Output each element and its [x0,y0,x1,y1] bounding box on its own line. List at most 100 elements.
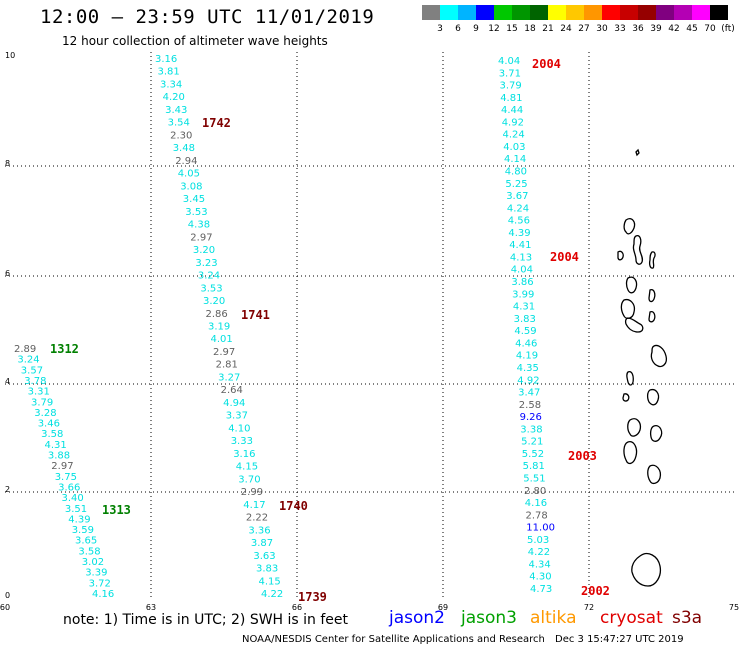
swh-value: 4.03 [503,142,525,153]
swh-value: 3.16 [233,449,255,460]
swh-value: 4.39 [508,228,530,239]
pass-time-label: 2004 [532,57,561,71]
swh-value: 3.72 [89,578,111,589]
swh-value: 3.57 [21,365,43,376]
swh-value: 4.31 [513,302,535,313]
swh-value: 5.52 [522,449,544,460]
swh-value: 4.92 [502,117,524,128]
swh-value: 4.17 [243,500,265,511]
swh-value: 5.81 [523,461,545,472]
swh-value: 3.78 [24,376,46,387]
swh-value: 3.54 [168,118,190,129]
swh-value: 3.59 [72,525,94,536]
swh-value: 4.10 [228,423,250,434]
legend-swatch [422,5,440,20]
chart-subtitle: 12 hour collection of altimeter wave hei… [62,34,328,48]
map-gridlines [5,52,735,598]
swh-value: 3.24 [198,271,220,282]
legend-label: 42 [668,24,679,34]
legend-label: 9 [473,24,479,34]
swh-value: 5.03 [527,535,549,546]
x-tick-label: 63 [146,603,156,612]
swh-value: 2.80 [524,486,546,497]
y-tick-label: 2 [5,485,10,494]
legend-label: 21 [542,24,553,34]
swh-value: 3.87 [251,538,273,549]
legend-swatch [638,5,656,20]
swh-value: 3.36 [248,525,270,536]
swh-value: 4.01 [211,334,233,345]
swh-value: 4.41 [509,240,531,251]
swh-value: 4.04 [511,265,533,276]
y-tick-label: 4 [5,377,10,386]
swh-value: 4.05 [178,169,200,180]
swh-value: 4.34 [529,559,551,570]
swh-value: 4.31 [45,440,67,451]
swh-value: 3.34 [160,80,182,91]
swh-value: 2.58 [519,400,541,411]
swh-value: 3.48 [173,143,195,154]
x-tick-label: 66 [292,603,302,612]
swh-value: 4.56 [508,216,530,227]
legend-swatch [458,5,476,20]
pass-time-label: 1312 [50,342,79,356]
swh-value: 3.46 [38,419,60,430]
swh-value: 3.75 [55,472,77,483]
island-outline [626,370,634,386]
legend-swatch [476,5,494,20]
swh-value: 3.67 [506,191,528,202]
swh-value: 2.22 [246,513,268,524]
legend-swatch [620,5,638,20]
island-outline [631,552,662,587]
swh-value: 3.38 [520,424,542,435]
legend-label: (ft) [721,24,735,34]
swh-value: 3.79 [500,81,522,92]
swh-value: 4.30 [529,572,551,583]
swh-value: 5.25 [505,179,527,190]
x-tick-label: 72 [584,603,594,612]
satellite-legend-jason3: jason3 [461,608,517,628]
swh-value: 3.24 [17,355,39,366]
swh-value: 3.31 [28,387,50,398]
swh-value: 3.47 [518,388,540,399]
swh-value: 3.71 [499,68,521,79]
legend-label: 12 [488,24,499,34]
legend-swatch [494,5,512,20]
swh-value: 3.20 [203,296,225,307]
swh-value: 4.59 [514,326,536,337]
swh-value: 3.51 [65,504,87,515]
swh-value: 3.53 [185,207,207,218]
swh-value: 3.28 [34,408,56,419]
x-tick-label: 69 [438,603,448,612]
legend-swatch [530,5,548,20]
island-outline [624,317,644,333]
pass-time-label: 1313 [102,503,131,517]
x-tick-label: 60 [0,603,10,612]
y-tick-label: 10 [5,51,15,60]
swh-value: 3.16 [155,54,177,65]
swh-value: 4.04 [498,56,520,67]
legend-swatch [440,5,458,20]
swh-value: 4.15 [259,576,281,587]
swh-value: 11.00 [526,523,555,534]
swh-value: 3.66 [58,483,80,494]
swh-value: 4.38 [188,220,210,231]
legend-swatch [656,5,674,20]
swh-value: 4.24 [503,130,525,141]
pass-time-labels: 1742 1741 1740 1739 1312 1313 2004 2004 2003 2002 [50,57,610,604]
swh-value: 2.97 [213,347,235,358]
swh-value: 4.44 [501,105,523,116]
swh-value: 2.94 [175,156,197,167]
island-outline [620,298,636,319]
color-legend-bar: 3 6 9 12 15 18 21 24 27 30 33 36 39 42 45 70 (ft) [422,5,735,34]
legend-label: 6 [455,24,461,34]
satellite-legend-altika: altika [530,608,577,628]
swh-value: 3.45 [183,194,205,205]
swh-value: 4.14 [504,154,526,165]
swh-value: 2.97 [190,232,212,243]
swh-value: 4.24 [507,203,529,214]
island-outline [625,276,638,294]
pass-time-label: 2004 [550,250,579,264]
island-outline [635,148,640,157]
